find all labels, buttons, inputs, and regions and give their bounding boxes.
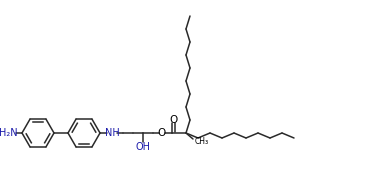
Text: CH₃: CH₃ bbox=[195, 137, 209, 146]
Text: H₂N: H₂N bbox=[0, 128, 17, 138]
Text: OH: OH bbox=[135, 142, 150, 152]
Text: NH: NH bbox=[105, 128, 119, 138]
Text: O: O bbox=[170, 115, 178, 125]
Text: O: O bbox=[158, 128, 166, 138]
